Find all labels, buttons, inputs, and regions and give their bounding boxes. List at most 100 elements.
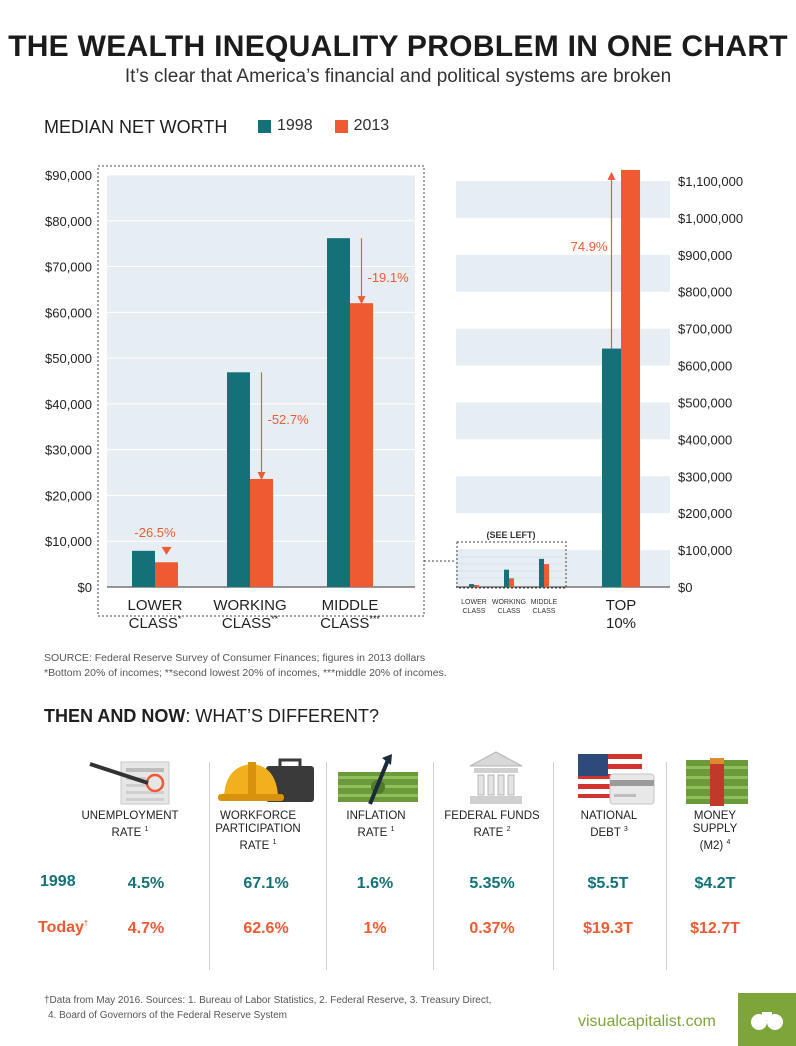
page-title: THE WEALTH INEQUALITY PROBLEM IN ONE CHA… — [8, 30, 788, 63]
change-label: -26.5% — [134, 525, 176, 540]
value-1998: 1.6% — [356, 875, 394, 892]
inset-bar-2013-2 — [544, 564, 549, 587]
x-category-label: LOWER CLASS* — [127, 597, 182, 632]
change-label: 74.9% — [571, 239, 608, 254]
brand-name[interactable]: visualcapitalist.com — [578, 1013, 716, 1030]
y-tick-label: $30,000 — [45, 443, 92, 458]
change-label: -19.1% — [368, 270, 410, 285]
chart-legend: 1998 2013 — [258, 117, 389, 135]
col-name-line: MONEY — [693, 810, 737, 822]
hardhat-briefcase-icon — [218, 758, 314, 802]
x-category-label: TOP 10% — [606, 597, 637, 632]
x-category-line: TOP — [606, 597, 637, 614]
bar-2013-1 — [250, 478, 273, 587]
x-category-line: LOWER — [127, 597, 182, 614]
bar-2013-top10 — [621, 169, 640, 587]
bar-2013-2 — [350, 303, 373, 587]
col-note: 1 — [272, 839, 277, 846]
x-category-mark: ** — [271, 614, 279, 624]
y-tick-label: $700,000 — [678, 322, 732, 337]
bar-1998-top10 — [602, 348, 621, 587]
x-category-line: CLASS — [222, 615, 271, 632]
y-tick-label: $50,000 — [45, 351, 92, 366]
y-tick-label: $60,000 — [45, 305, 92, 320]
change-arrow — [161, 546, 172, 555]
inset-category-line: LOWER — [461, 599, 487, 606]
y-tick-label: $900,000 — [678, 248, 732, 263]
col-workforce: WORKFORCE PARTICIPATION RATE 1 — [200, 810, 316, 853]
inset-frame — [456, 541, 567, 589]
row-label-today-mark: † — [83, 920, 88, 928]
y-tick-label: $1,100,000 — [678, 174, 743, 189]
y-tick-label: $0 — [678, 580, 692, 595]
inset-category-line: CLASS — [533, 608, 556, 615]
col-money-supply: MONEY SUPPLY (M2) 4 — [657, 810, 773, 853]
x-category-mark: *** — [369, 614, 380, 624]
flag-credit-card-icon — [578, 754, 655, 805]
value-1998: 67.1% — [243, 875, 289, 892]
value-today: 62.6% — [243, 920, 289, 937]
inset-category-line: CLASS — [463, 608, 486, 615]
value-1998: $5.5T — [587, 875, 629, 892]
source-footnotes: *Bottom 20% of incomes; **second lowest … — [44, 667, 447, 679]
footer-notes-line: 4. Board of Governors of the Federal Res… — [48, 1010, 287, 1021]
y-tick-label: $600,000 — [678, 359, 732, 374]
col-name-line: PARTICIPATION — [215, 823, 301, 835]
page-subtitle: It’s clear that America’s financial and … — [124, 66, 672, 87]
x-category-line: CLASS — [320, 615, 369, 632]
value-today: $12.7T — [690, 920, 740, 937]
col-note: 1 — [390, 826, 395, 833]
col-fed-funds: FEDERAL FUNDS RATE 2 — [434, 810, 550, 840]
x-category-line: WORKING — [213, 597, 286, 614]
col-name-line: INFLATION — [346, 810, 406, 822]
value-today: $19.3T — [583, 920, 633, 937]
y-tick-label: $20,000 — [45, 488, 92, 503]
x-category-mark: * — [178, 614, 182, 624]
col-name-line: UNEMPLOYMENT — [81, 810, 179, 822]
col-name-line: RATE — [473, 826, 504, 839]
row-label-today-text: Today — [38, 919, 84, 936]
y-tick-label: $500,000 — [678, 395, 732, 410]
comparison-heading: THEN AND NOW: WHAT’S DIFFERENT? — [44, 706, 379, 727]
col-name-line: RATE — [239, 839, 270, 852]
y-tick-label: $40,000 — [45, 397, 92, 412]
net-worth-chart: $0 $10,000 $20,000 $30,000 $40,000 $50,000 $60… — [45, 165, 743, 632]
inset-bar-2013-1 — [509, 578, 514, 587]
x-category-line: MIDDLE — [322, 597, 379, 614]
bar-1998-1 — [227, 372, 250, 587]
bank-building-icon — [469, 751, 523, 804]
value-1998: 4.5% — [127, 875, 165, 892]
inset-category-label: WORKING CLASS — [492, 599, 526, 615]
row-label-today: Today† — [38, 919, 88, 937]
inset-category-line: CLASS — [498, 608, 521, 615]
column-divider — [666, 762, 667, 970]
x-category-line: CLASS — [129, 615, 178, 632]
footer-notes: †Data from May 2016. Sources: 1. Bureau … — [44, 993, 491, 1023]
col-name-line: SUPPLY — [692, 823, 738, 835]
inset-bar-1998-2 — [539, 558, 544, 587]
inset-bar-2013-0 — [474, 585, 479, 587]
column-divider — [553, 762, 554, 970]
col-note: 3 — [623, 826, 628, 833]
money-stack-icon — [686, 758, 748, 806]
col-inflation: INFLATION RATE 1 — [318, 810, 434, 840]
value-today: 4.7% — [127, 920, 165, 937]
inset-category-label: MIDDLE CLASS — [531, 599, 558, 615]
newspaper-pen-icon — [89, 761, 170, 805]
column-divider — [326, 762, 327, 970]
col-name-line: DEBT — [590, 826, 621, 839]
inset-bar-1998-0 — [469, 584, 474, 587]
value-today: 1% — [363, 920, 387, 937]
chart-source: SOURCE: Federal Reserve Survey of Consum… — [44, 651, 447, 681]
legend-swatch-2013 — [334, 119, 348, 133]
col-name-line: NATIONAL — [580, 810, 638, 822]
inset-bar-1998-1 — [504, 569, 509, 587]
col-note: 1 — [144, 826, 149, 833]
chart-heading: MEDIAN NET WORTH — [44, 117, 228, 137]
column-divider — [209, 762, 210, 970]
y-tick-label: $100,000 — [678, 543, 732, 558]
inset-category-label: LOWER CLASS — [461, 599, 487, 615]
col-name-line: WORKFORCE — [219, 810, 297, 822]
col-unemployment: UNEMPLOYMENT RATE 1 — [72, 810, 188, 840]
inset-category-line: WORKING — [492, 599, 526, 606]
